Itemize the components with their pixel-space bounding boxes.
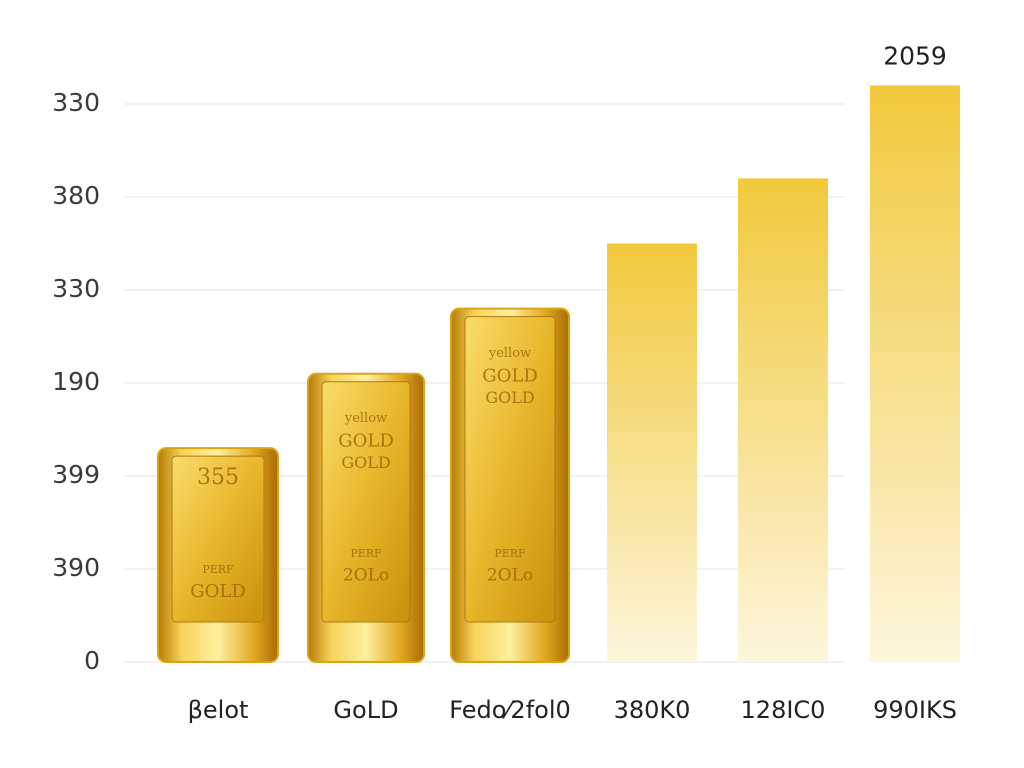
y-tick-label: 190 xyxy=(52,367,100,396)
bar xyxy=(870,85,960,662)
x-tick-label: 990IKS xyxy=(873,696,957,724)
bar-face xyxy=(171,455,265,623)
x-tick-label: Fedo⁄2fol0 xyxy=(449,696,571,724)
bar-inscription: GOLD xyxy=(190,581,246,602)
bar-face xyxy=(464,316,556,623)
annotation: 2059 xyxy=(883,41,947,70)
x-tick-label: 128IC0 xyxy=(741,696,826,724)
x-tick-label: βelot xyxy=(188,696,249,724)
x-tick-label: GoLD xyxy=(333,696,398,724)
bar-inscription: PERF xyxy=(350,547,382,560)
bar-inscription: 2OLo xyxy=(487,566,533,586)
bar-inscription: PERF xyxy=(202,563,234,576)
bar-inscription: yellow xyxy=(344,411,387,426)
bar xyxy=(607,243,697,662)
y-tick-label: 0 xyxy=(84,646,100,675)
y-tick-label: 330 xyxy=(52,274,100,303)
bar-inscription: GOLD xyxy=(341,453,390,472)
y-tick-label: 390 xyxy=(52,553,100,582)
bar-inscription: 2OLo xyxy=(343,566,389,586)
bar xyxy=(738,178,828,662)
y-tick-label: 380 xyxy=(52,181,100,210)
bar-inscription: PERF xyxy=(494,547,526,560)
y-tick-label: 330 xyxy=(52,88,100,117)
bar-inscription: yellow xyxy=(488,346,531,361)
bar-inscription: GOLD xyxy=(338,431,394,452)
y-tick-label: 399 xyxy=(52,460,100,489)
bar-inscription: 355 xyxy=(197,465,239,490)
bar-inscription: GOLD xyxy=(482,366,538,387)
x-tick-label: 380K0 xyxy=(614,696,691,724)
bar-face xyxy=(321,381,411,623)
bar-inscription: GOLD xyxy=(485,388,534,407)
